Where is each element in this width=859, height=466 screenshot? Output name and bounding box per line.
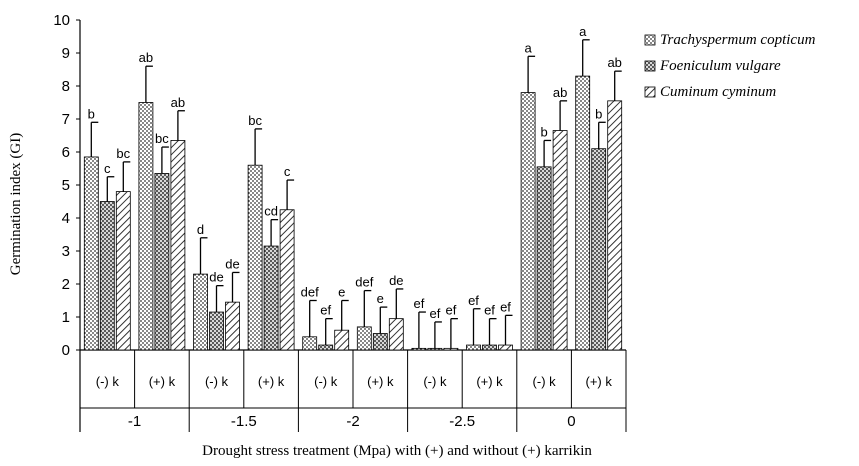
legend-label: Trachyspermum copticum [660, 32, 816, 48]
y-tick-label: 7 [62, 111, 70, 128]
significance-label: de [209, 270, 223, 285]
significance-label: def [355, 275, 373, 290]
significance-label: a [524, 40, 532, 55]
legend-swatch [644, 60, 656, 72]
y-tick-label: 1 [62, 309, 70, 326]
legend-swatch [644, 86, 656, 98]
significance-label: ef [413, 296, 424, 311]
significance-label: ab [553, 85, 567, 100]
y-tick-label: 8 [62, 78, 70, 95]
subgroup-label: (+) k [476, 374, 503, 389]
legend-swatch [644, 34, 656, 46]
bar [536, 166, 552, 351]
bar [154, 173, 170, 351]
significance-label: ab [139, 50, 153, 65]
significance-label: ab [171, 95, 185, 110]
subgroup-label: (+) k [149, 374, 176, 389]
bar [520, 92, 536, 351]
significance-label: b [88, 106, 95, 121]
significance-label: ef [468, 293, 479, 308]
y-tick-label: 3 [62, 243, 70, 260]
y-tick-label: 9 [62, 45, 70, 62]
subgroup-label: (+) k [367, 374, 394, 389]
bar [607, 100, 623, 351]
significance-label: c [104, 161, 111, 176]
significance-label: ef [484, 303, 495, 318]
bar [372, 333, 388, 351]
legend-label: Cuminum cyminum [660, 84, 776, 100]
significance-label: de [225, 256, 239, 271]
bar [170, 140, 186, 351]
subgroup-label: (-) k [314, 374, 338, 389]
bar [115, 191, 131, 351]
significance-label: a [579, 24, 587, 39]
significance-label: bc [155, 131, 169, 146]
group-label: -2 [346, 413, 359, 430]
bar [552, 130, 568, 351]
group-label: -1 [128, 413, 141, 430]
significance-label: def [301, 285, 319, 300]
legend-label: Foeniculum vulgare [659, 58, 781, 74]
bar [443, 347, 459, 351]
significance-label: cd [264, 204, 278, 219]
bar [83, 156, 99, 351]
bar [356, 326, 372, 351]
subgroup-label: (+) k [258, 374, 285, 389]
bar [247, 164, 263, 351]
subgroup-label: (-) k [533, 374, 557, 389]
group-label: 0 [567, 413, 575, 430]
y-tick-label: 4 [62, 210, 70, 227]
significance-label: ef [429, 306, 440, 321]
y-tick-label: 5 [62, 177, 70, 194]
significance-label: de [389, 273, 403, 288]
significance-label: ef [500, 299, 511, 314]
bar [498, 344, 513, 351]
significance-label: b [540, 124, 547, 139]
significance-label: d [197, 222, 204, 237]
significance-label: ab [607, 55, 621, 70]
group-label: -2.5 [449, 413, 475, 430]
y-tick-label: 0 [62, 342, 70, 359]
bar [263, 245, 279, 351]
significance-label: bc [116, 146, 130, 161]
bar [99, 201, 115, 351]
subgroup-label: (-) k [423, 374, 447, 389]
bar [466, 344, 481, 351]
bar [209, 311, 224, 351]
subgroup-label: (-) k [96, 374, 120, 389]
significance-label: b [595, 106, 602, 121]
bar [138, 102, 154, 351]
bar [334, 329, 350, 351]
subgroup-label: (-) k [205, 374, 229, 389]
bar [225, 301, 240, 351]
y-tick-label: 6 [62, 144, 70, 161]
bar [318, 344, 334, 351]
bar [591, 148, 607, 351]
y-tick-label: 2 [62, 276, 70, 293]
group-label: -1.5 [231, 413, 257, 430]
bar [279, 209, 295, 351]
significance-label: ef [445, 303, 456, 318]
y-tick-label: 10 [53, 12, 70, 29]
bar [411, 347, 427, 351]
significance-label: c [284, 164, 291, 179]
subgroup-label: (+) k [586, 374, 613, 389]
bar [388, 318, 404, 351]
significance-label: bc [248, 113, 262, 128]
bar [482, 344, 497, 351]
x-axis-title: Drought stress treatment (Mpa) with (+) … [202, 443, 592, 459]
y-axis-title: Germination index (GI) [8, 133, 24, 275]
bar [575, 75, 591, 351]
bar [302, 336, 318, 351]
bar [427, 347, 443, 351]
significance-label: e [377, 291, 384, 306]
significance-label: ef [320, 303, 331, 318]
bar [193, 273, 208, 351]
significance-label: e [338, 285, 345, 300]
